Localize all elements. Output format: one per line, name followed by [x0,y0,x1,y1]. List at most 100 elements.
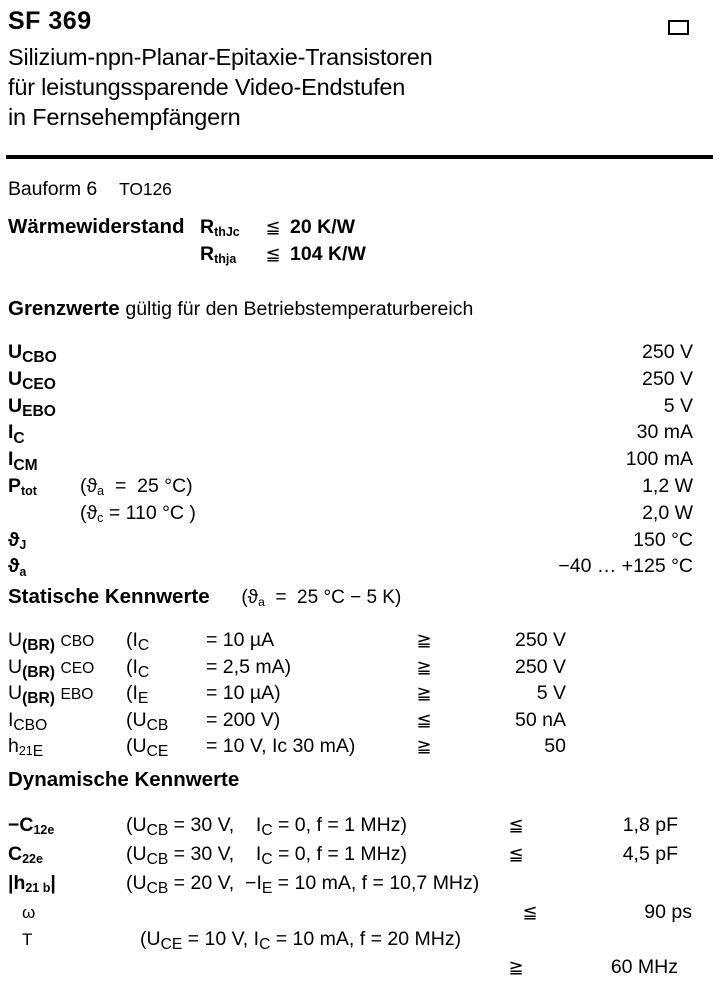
static-param: (IE [126,682,149,708]
limits-value: 250 V [642,341,693,363]
dynamic-heading: Dynamische Kennwerte [8,768,240,791]
dynamic-symbol: C22e [8,843,43,867]
dynamic-comparator: ≦ [522,902,538,922]
limits-symbol: UCBO [8,341,57,367]
thermal-row: Rthja ≦ 104 K/W [8,242,366,269]
static-equation: = 10 V, Ic 30 mA) [206,735,356,757]
package-label: Bauform 6 [8,178,98,200]
page-header: SF 369 Silizium-npn-Planar-Epitaxie-Tran… [8,8,711,133]
static-symbol: h21E [8,735,44,761]
dynamic-condition: (UCB = 30 V, IC = 0, f = 1 MHz) [126,843,407,869]
limits-value: 100 mA [625,448,693,471]
limits-condition: (ϑa = 25 °C) [80,474,193,499]
thermal-value: 104 K/W [290,243,366,265]
limits-symbol-spacer [8,501,80,528]
table-row: Ptot (ϑa = 25 °C) 1,2 W [8,474,711,501]
static-heading-condition: (ϑa = 25 °C − 5 K) [241,587,402,610]
static-equation: = 10 µA [206,629,275,651]
limits-value: 2,0 W [642,501,693,524]
package-row: Bauform 6 TO126 [8,176,172,202]
static-value: 250 V [515,629,566,651]
limits-heading: Grenzwerte gültig für den Betriebstemper… [8,297,473,321]
dynamic-comparator: ≦ [508,815,524,835]
limits-value: 30 mA [636,421,693,444]
limits-table: UCBO 250 V UCEO 250 V UEBO 5 V IC 30 mA … [8,340,711,581]
dynamic-value: 60 MHz [610,956,678,978]
static-equation: = 2,5 mA) [206,655,292,678]
dynamic-value: 4,5 pF [622,843,678,865]
rectangle-outline-icon [668,20,689,35]
subtitle-line-1: Silizium-npn-Planar-Epitaxie-Transistore… [8,44,433,71]
thermal-comparator: ≦ [265,244,281,264]
static-param: (IC [126,655,150,681]
dynamic-symbol-t: T [22,930,33,949]
subtitle-line-2: für leistungssparende Video-Endstufen [8,74,406,101]
dynamic-symbol-omega: ω [22,903,36,922]
static-comparator: ≧ [416,656,432,677]
table-row: UCEO 250 V [8,367,711,394]
static-value: 250 V [515,655,566,678]
table-row: U(BR) CEO (IC = 2,5 mA) ≧ 250 V [8,655,711,682]
limits-value: 150 °C [633,528,693,551]
thermal-row: Wärmewiderstand RthJc ≦ 20 K/W [8,214,366,242]
static-comparator: ≧ [416,683,432,703]
static-comparator: ≦ [416,709,432,730]
table-row: ≧ 60 MHz [8,954,711,981]
table-row: ICM 100 mA [8,447,711,474]
table-row: h21E (UCE = 10 V, Ic 30 mA) ≧ 50 [8,734,711,762]
table-row: ω ≦ 90 ps [8,899,711,926]
static-table: U(BR) CBO (IC = 10 µA ≧ 250 V U(BR) CEO … [8,628,711,762]
static-value: 5 V [536,682,566,704]
static-heading-text: Statische Kennwerte [8,585,210,608]
limits-symbol: IC [8,421,25,447]
table-row: U(BR) CBO (IC = 10 µA ≧ 250 V [8,628,711,655]
static-heading: Statische Kennwerte (ϑa = 25 °C − 5 K) [8,585,401,609]
limits-symbol: UEBO [8,394,56,420]
page-title: SF 369 [8,7,92,35]
static-param: (IC [126,629,150,655]
thermal-title: Wärmewiderstand [8,215,185,238]
thermal-value: 20 K/W [290,216,356,238]
thermal-comparator: ≦ [265,217,281,237]
static-param: (UCB [126,708,169,734]
limits-condition: (ϑc = 110 °C ) [80,501,196,526]
limits-value: 250 V [642,367,693,390]
thermal-symbol: Rthja [200,243,237,267]
table-row: ϑJ 150 °C [8,528,711,555]
table-row: UEBO 5 V [8,394,711,421]
static-symbol: U(BR) EBO [8,682,94,708]
static-comparator: ≧ [416,630,432,650]
package-case-code: TO126 [119,179,172,199]
thermal-resistance-block: Wärmewiderstand RthJc ≦ 20 K/W Rthja ≦ 1… [8,214,366,269]
static-param: (UCE [126,735,169,761]
table-row: T (UCE = 10 V, IC = 10 mA, f = 20 MHz) [8,926,711,954]
static-value: 50 nA [515,708,566,731]
table-row: ϑa −40 … +125 °C [8,554,711,581]
limits-symbol: ICM [8,448,38,474]
table-row: (ϑc = 110 °C ) 2,0 W [8,501,711,528]
table-row: −C12e (UCB = 30 V, IC = 0, f = 1 MHz) ≦ … [8,812,711,841]
table-row: C22e (UCB = 30 V, IC = 0, f = 1 MHz) ≦ 4… [8,841,711,870]
limits-value: −40 … +125 °C [558,555,693,578]
dynamic-symbol: |h21 b| [8,872,56,896]
static-equation: = 200 V) [206,708,281,731]
table-row: IC 30 mA [8,420,711,447]
limits-value: 5 V [663,394,693,417]
static-value: 50 [544,735,566,757]
limits-value: 1,2 W [642,474,693,497]
table-row: ICBO (UCB = 200 V) ≦ 50 nA [8,708,711,735]
dynamic-condition: (UCB = 30 V, IC = 0, f = 1 MHz) [126,814,407,840]
dynamic-comparator: ≦ [508,844,524,864]
subtitle-block: Silizium-npn-Planar-Epitaxie-Transistore… [8,43,711,133]
limits-symbol: ϑJ [8,528,27,553]
dynamic-condition: (UCB = 20 V, −IE = 10 mA, f = 10,7 MHz) [126,872,480,898]
table-row: |h21 b| (UCB = 20 V, −IE = 10 mA, f = 10… [8,870,711,899]
static-symbol: ICBO [8,708,48,734]
static-comparator: ≧ [416,736,432,756]
table-row: UCBO 250 V [8,340,711,367]
dynamic-value: 1,8 pF [622,814,678,836]
thermal-symbol: RthJc [200,216,240,240]
static-equation: = 10 µA) [206,682,281,704]
dynamic-table: −C12e (UCB = 30 V, IC = 0, f = 1 MHz) ≦ … [8,812,711,981]
